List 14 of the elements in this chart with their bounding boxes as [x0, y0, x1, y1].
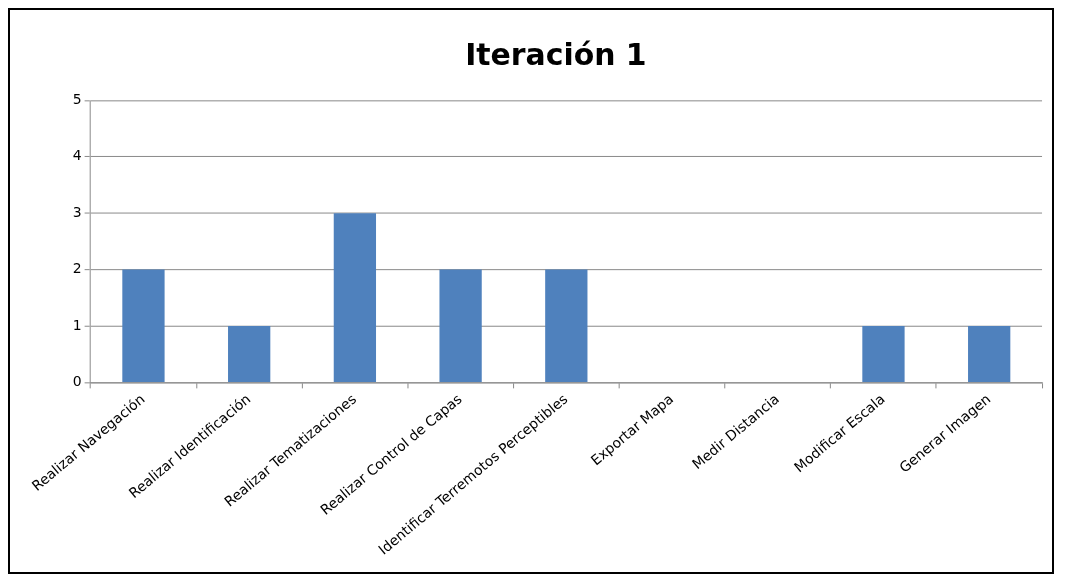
bar	[862, 326, 905, 382]
chart-title: Iteración 1	[465, 37, 647, 73]
y-tick-label: 5	[72, 90, 82, 107]
bar	[122, 269, 165, 382]
bar	[439, 269, 482, 382]
y-tick-label: 1	[72, 316, 82, 333]
y-tick-label: 3	[72, 203, 82, 220]
y-tick-label: 4	[72, 147, 82, 164]
bar	[545, 269, 588, 382]
bar	[968, 326, 1011, 382]
y-tick-label: 2	[72, 260, 82, 277]
bar	[333, 213, 377, 382]
y-tick-label: 0	[72, 373, 82, 390]
bar	[228, 326, 271, 382]
